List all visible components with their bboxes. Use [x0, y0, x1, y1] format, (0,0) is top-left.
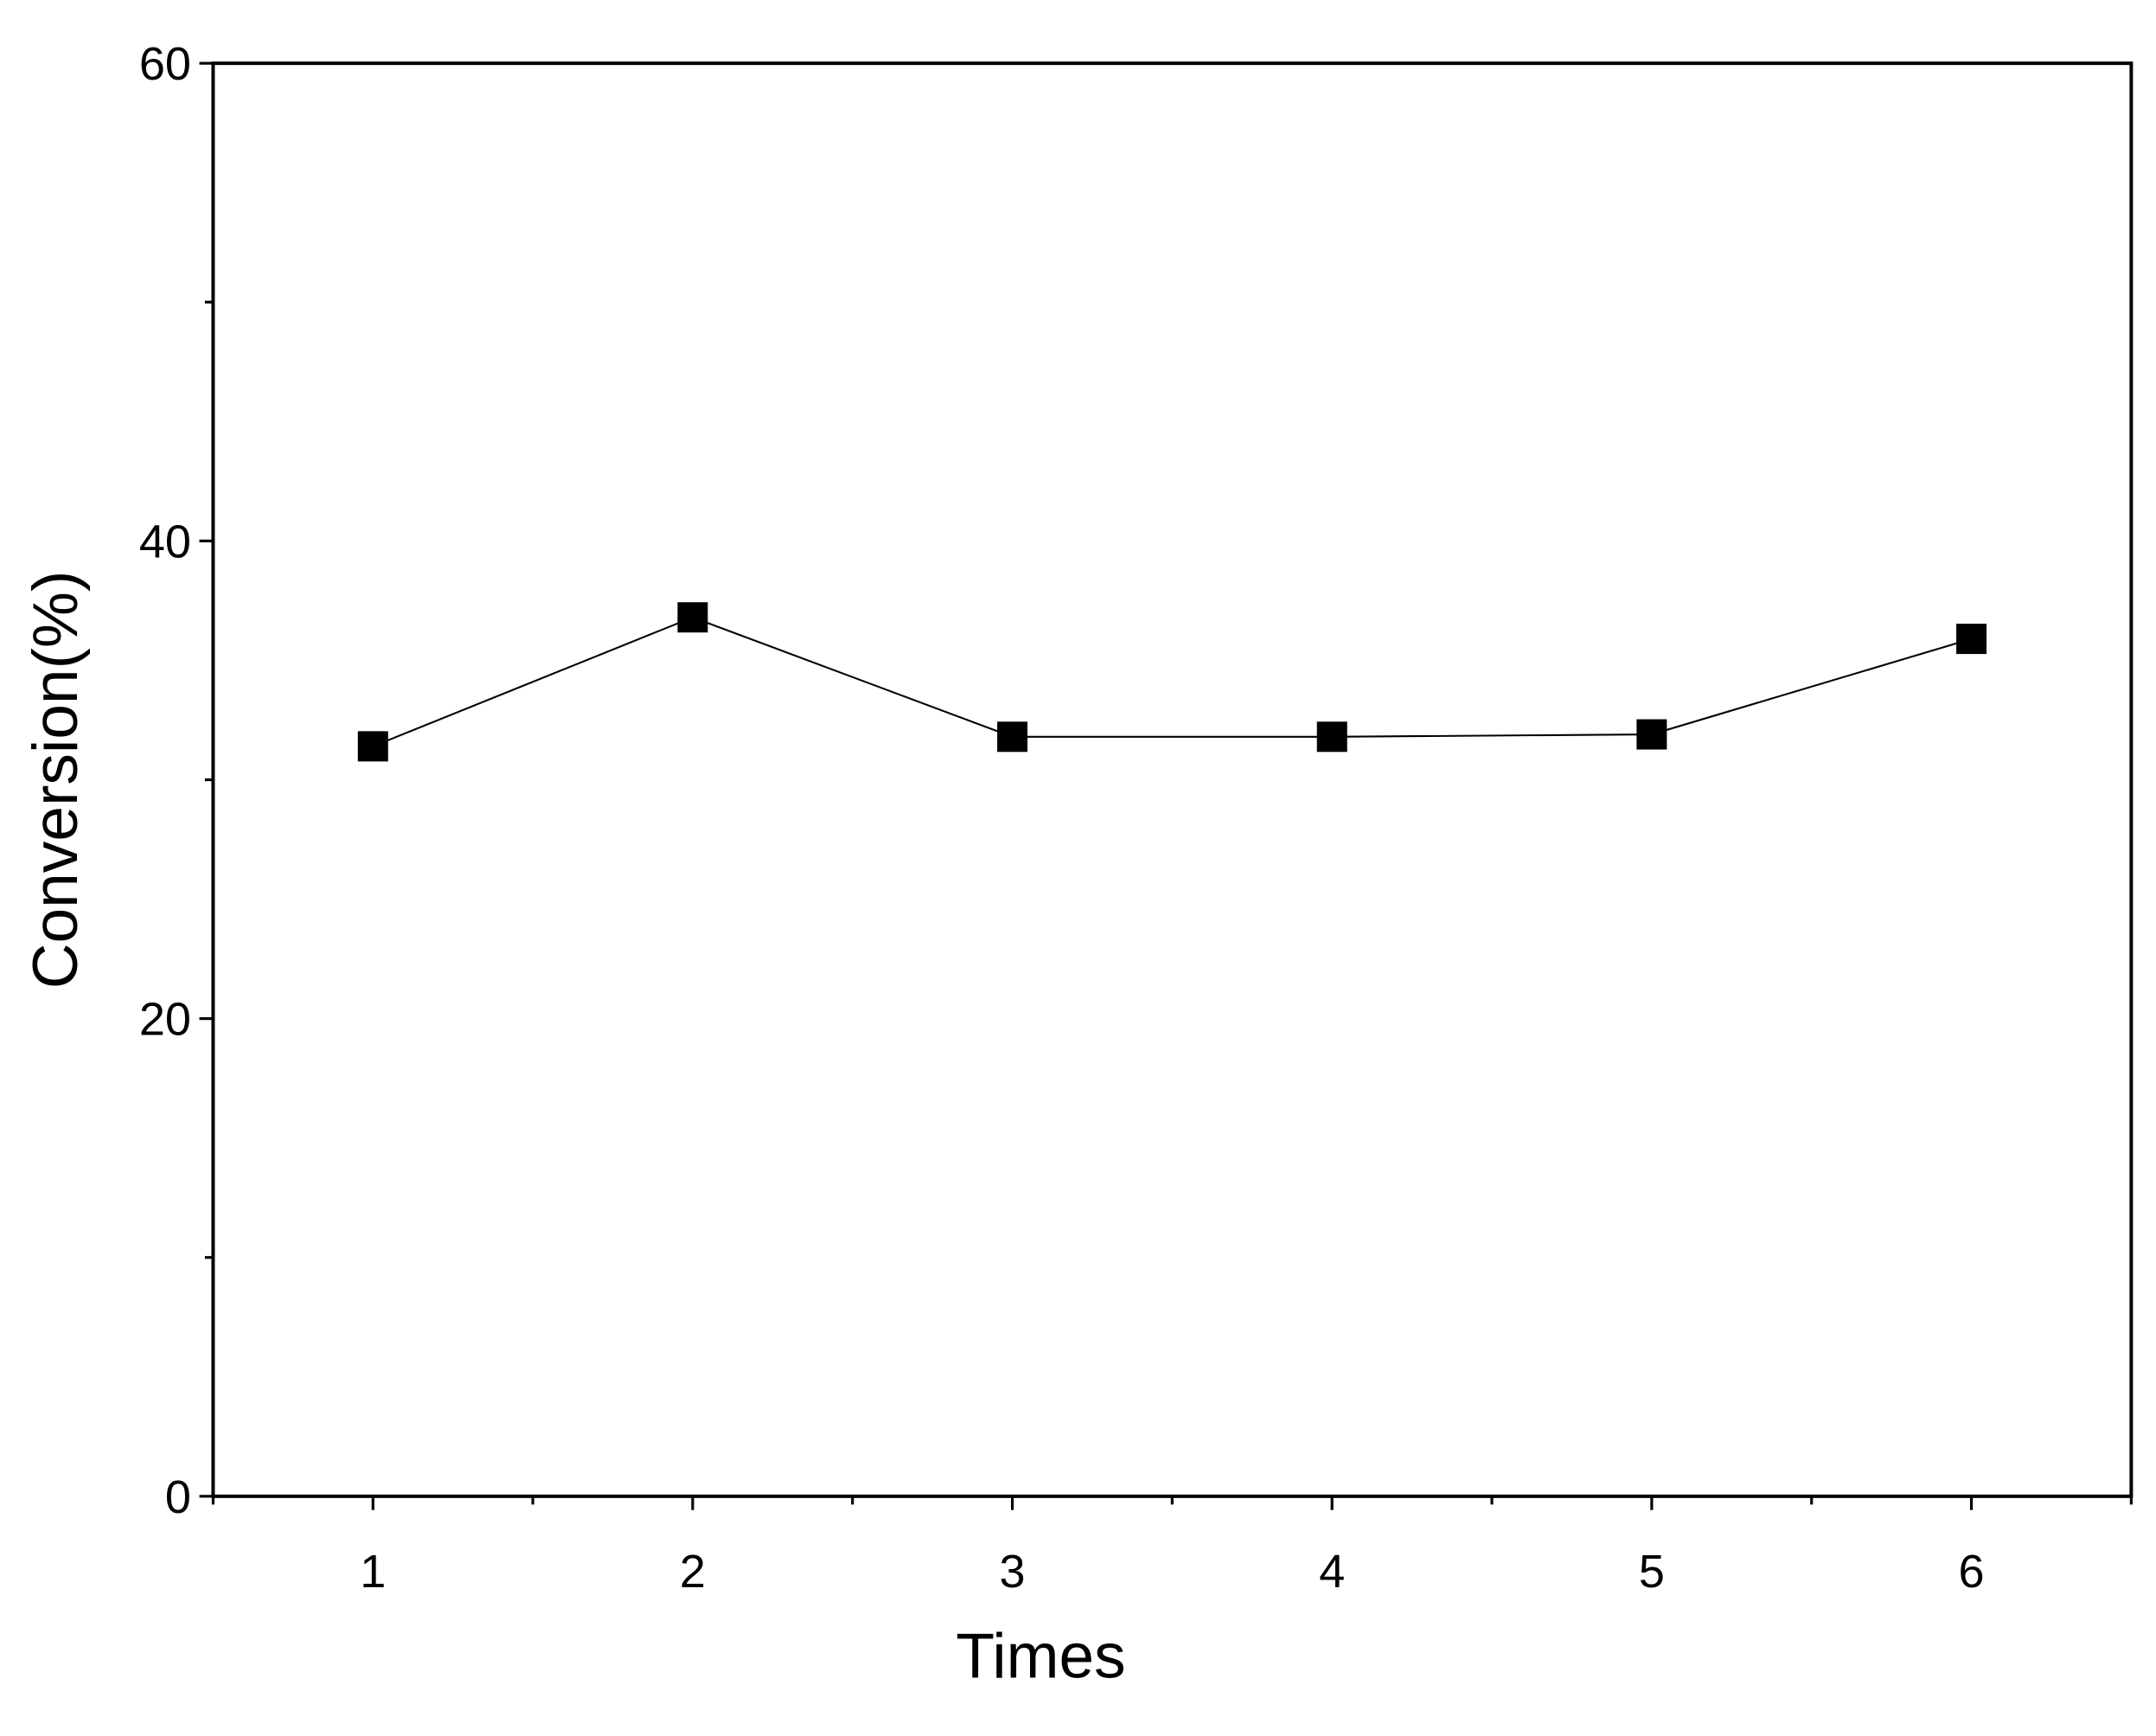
x-axis-title: Times — [956, 1622, 1125, 1692]
y-axis-title: Conversion(%) — [21, 571, 91, 990]
plot-frame — [211, 61, 2134, 1498]
series-line — [372, 616, 1972, 747]
marker — [1316, 721, 1347, 753]
marker — [357, 731, 388, 762]
y-tick-label: 0 — [165, 1471, 191, 1523]
x-tick-label: 4 — [1319, 1546, 1345, 1598]
marker — [1636, 719, 1667, 750]
x-tick-label: 3 — [1000, 1546, 1026, 1598]
y-tick-label: 40 — [139, 516, 191, 567]
marker — [677, 602, 708, 633]
y-tick-label: 20 — [139, 994, 191, 1046]
marker — [997, 721, 1028, 753]
x-tick-label: 6 — [1959, 1546, 1985, 1598]
marker — [1956, 624, 1987, 655]
y-tick-label: 60 — [139, 38, 191, 90]
x-tick-label: 5 — [1639, 1546, 1665, 1598]
x-tick-label: 1 — [360, 1546, 386, 1598]
x-tick-label: 2 — [680, 1546, 706, 1598]
